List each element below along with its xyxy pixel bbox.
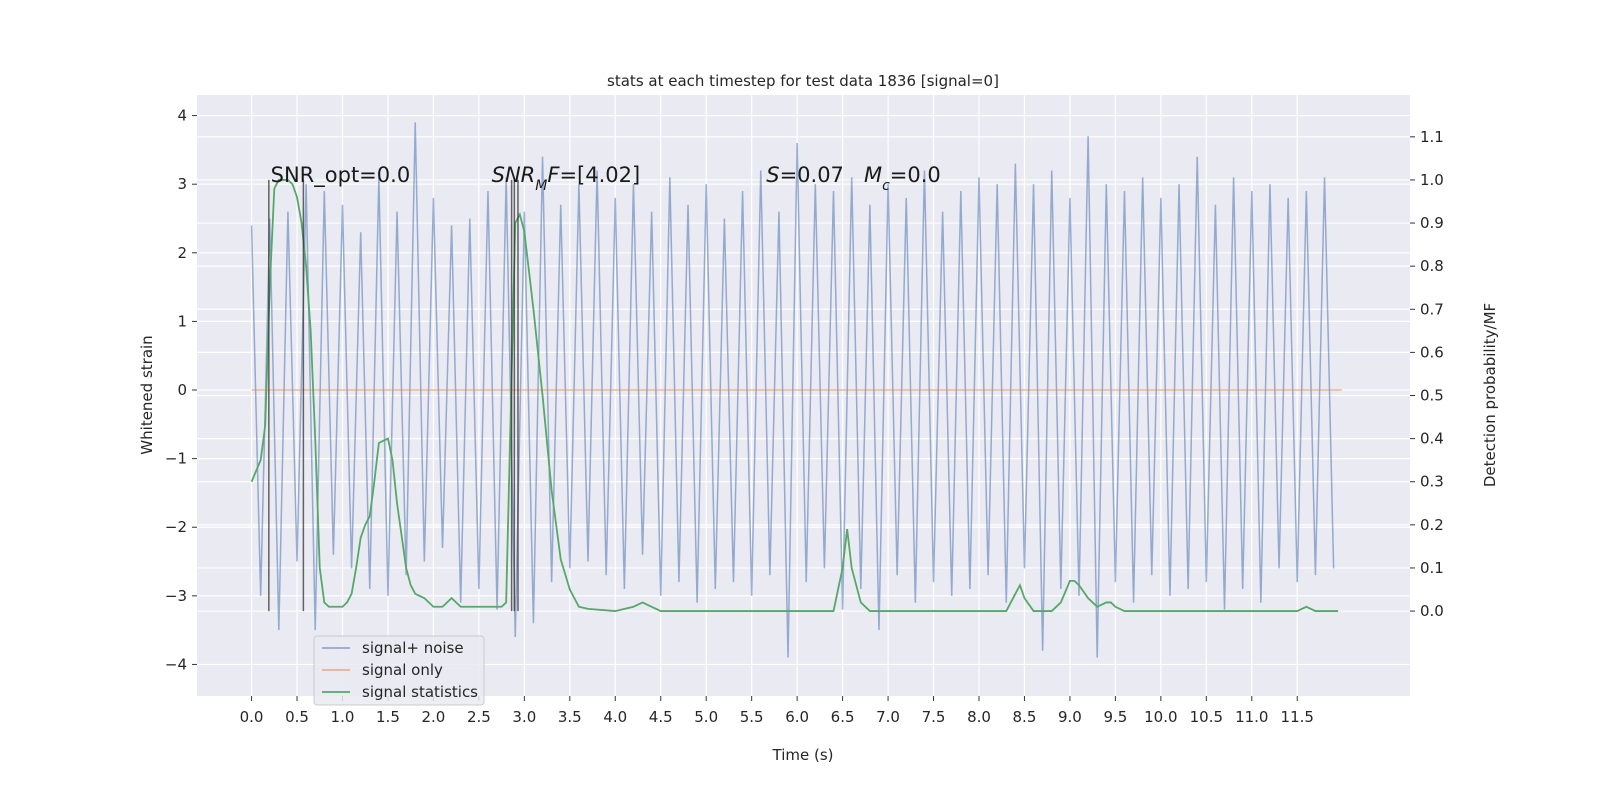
x-tick-label: 4.5 bbox=[649, 708, 673, 726]
legend-box bbox=[313, 635, 485, 706]
y-tick-label: 4 bbox=[177, 107, 187, 125]
y2-tick-label: 1.1 bbox=[1420, 128, 1444, 146]
annotation-part: SNR bbox=[492, 163, 536, 187]
y-axis-label: Whitened strain bbox=[138, 335, 156, 454]
y2-tick-label: 0.7 bbox=[1420, 300, 1444, 318]
x-tick-label: 0.5 bbox=[285, 708, 309, 726]
y2-tick-label: 0.3 bbox=[1420, 473, 1444, 491]
y2-tick-label: 0.5 bbox=[1420, 387, 1444, 405]
marks: SNR_opt=0.0 SNRMF=[4.02] S=0.07 Mc=0.0 bbox=[250, 122, 1342, 658]
x-tick-label: 7.5 bbox=[922, 708, 946, 726]
x-tick-label: 8.0 bbox=[967, 708, 991, 726]
x-tick-label: 2.0 bbox=[421, 708, 445, 726]
y-tick-label: −1 bbox=[165, 450, 187, 468]
annotation-part: M bbox=[535, 178, 547, 194]
annotation-part: =[4.02] bbox=[559, 163, 640, 187]
y-tick-label: 3 bbox=[177, 175, 187, 193]
x-tick-label: 10.5 bbox=[1190, 708, 1223, 726]
x-tick-label: 9.0 bbox=[1058, 708, 1082, 726]
annotation-part: =0.07 bbox=[780, 163, 864, 187]
x-tick-label: 6.0 bbox=[785, 708, 809, 726]
x-tick-label: 10.0 bbox=[1144, 708, 1177, 726]
x-tick-label: 3.5 bbox=[558, 708, 582, 726]
annotation-part: F bbox=[547, 163, 560, 187]
y-tick-label: 1 bbox=[177, 312, 187, 330]
x-tick-label: 0.0 bbox=[240, 708, 264, 726]
x-tick-label: 4.0 bbox=[603, 708, 627, 726]
series-line bbox=[250, 122, 1335, 658]
x-axis-label: Time (s) bbox=[772, 746, 834, 764]
legend: signal+ noise signal only signal statistic… bbox=[313, 635, 485, 706]
series-line bbox=[250, 179, 1339, 612]
y2-tick-label: 0.8 bbox=[1420, 257, 1444, 275]
y2-tick-label: 0.0 bbox=[1420, 602, 1444, 620]
annotation: S=0.07 Mc=0.0 bbox=[766, 163, 941, 194]
x-tick-label: 7.0 bbox=[876, 708, 900, 726]
y-tick-label: −3 bbox=[165, 587, 187, 605]
y2-tick-label: 0.9 bbox=[1420, 214, 1444, 232]
x-tick-label: 11.5 bbox=[1281, 708, 1314, 726]
x-tick-label: 5.0 bbox=[694, 708, 718, 726]
annotation-part: SNR_opt=0.0 bbox=[271, 163, 411, 188]
x-tick-label: 6.5 bbox=[831, 708, 855, 726]
y-tick-label: −2 bbox=[165, 518, 187, 536]
x-tick-label: 8.5 bbox=[1013, 708, 1037, 726]
x-tick-label: 9.5 bbox=[1103, 708, 1127, 726]
annotation-part: M bbox=[864, 163, 882, 187]
annotation-part: c bbox=[882, 178, 890, 194]
y2-tick-label: 0.6 bbox=[1420, 343, 1444, 361]
annotation: SNR_opt=0.0 bbox=[271, 163, 411, 188]
x-tick-label: 2.5 bbox=[467, 708, 491, 726]
x-tick-label: 1.0 bbox=[331, 708, 355, 726]
chart-title: stats at each timestep for test data 183… bbox=[607, 72, 999, 90]
y-tick-label: −4 bbox=[165, 655, 187, 673]
legend-label: signal statistics bbox=[362, 683, 478, 701]
y2-tick-label: 0.4 bbox=[1420, 430, 1444, 448]
x-tick-label: 5.5 bbox=[740, 708, 764, 726]
y-tick-label: 2 bbox=[177, 244, 187, 262]
x-tick-label: 1.5 bbox=[376, 708, 400, 726]
annotation-part: =0.0 bbox=[890, 163, 941, 187]
annotation-part: S bbox=[766, 163, 779, 187]
y2-tick-label: 1.0 bbox=[1420, 171, 1444, 189]
legend-label: signal only bbox=[362, 661, 443, 679]
legend-label: signal+ noise bbox=[362, 639, 464, 657]
annotation: SNRMF=[4.02] bbox=[492, 163, 641, 194]
y2-axis-label: Detection probability/MF bbox=[1481, 303, 1499, 487]
y-tick-label: 0 bbox=[177, 381, 187, 399]
y2-tick-label: 0.1 bbox=[1420, 559, 1444, 577]
y2-tick-label: 0.2 bbox=[1420, 516, 1444, 534]
x-tick-label: 3.0 bbox=[512, 708, 536, 726]
x-tick-label: 11.0 bbox=[1235, 708, 1268, 726]
